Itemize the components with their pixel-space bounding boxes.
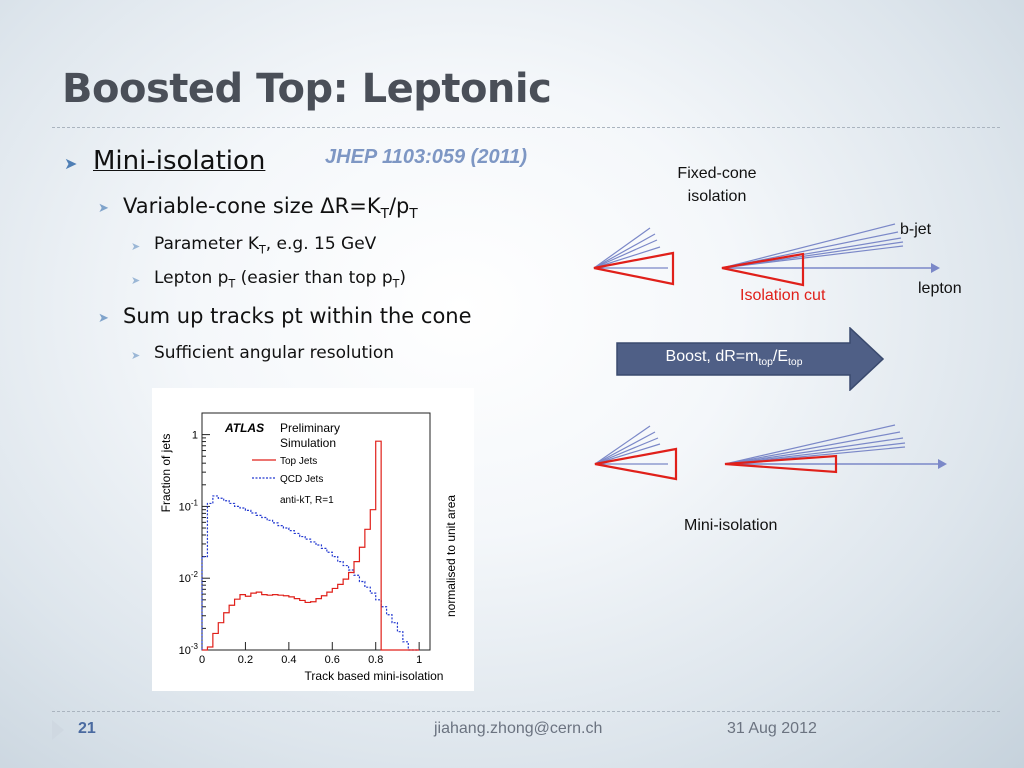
mini-isolation-cone xyxy=(724,454,838,474)
fixed-cone-label: Fixed-cone isolation xyxy=(677,165,757,205)
y-axis-label-right: normalised to unit area xyxy=(444,495,458,617)
legend-title-simulation: Simulation xyxy=(280,436,336,450)
legend-label-qcd-jets: QCD Jets xyxy=(280,474,323,485)
series-top-jets xyxy=(202,440,420,651)
x-tick-label: 0 xyxy=(199,654,205,666)
boost-label: Boost, dR=mtop/Etop xyxy=(665,348,803,369)
bjet-tracks xyxy=(721,223,904,269)
mini-isolation-cone-red xyxy=(594,447,678,481)
bullet-parameter-kt: Parameter KT, e.g. 15 GeV xyxy=(154,234,377,257)
y-tick-label: 10-3 xyxy=(179,642,199,657)
bullet-arrow-icon: ➤ xyxy=(98,310,109,325)
page-number: 21 xyxy=(78,720,96,737)
lepton-label: lepton xyxy=(918,280,962,297)
boost-arrow-icon xyxy=(616,327,884,391)
bullet-arrow-icon: ➤ xyxy=(131,275,141,287)
footer-divider xyxy=(52,711,1000,712)
legend-label-top-jets: Top Jets xyxy=(280,456,317,467)
boosted-lepton-arrowhead-icon xyxy=(938,459,947,469)
reference-citation: JHEP 1103:059 (2011) xyxy=(325,146,527,168)
footer-triangle-icon xyxy=(52,720,64,740)
mini-cone-left xyxy=(594,425,668,465)
x-tick-label: 0.8 xyxy=(368,654,383,666)
bullet-mini-isolation: Mini-isolation xyxy=(93,146,266,176)
bullet-arrow-icon: ➤ xyxy=(131,241,141,253)
slide-title: Boosted Top: Leptonic xyxy=(62,66,552,112)
mini-isolation-label: Mini-isolation xyxy=(684,517,778,534)
author-email: jiahang.zhong@cern.ch xyxy=(434,720,603,737)
legend-title-preliminary: Preliminary xyxy=(280,421,340,435)
isolation-cut-cone xyxy=(721,252,805,287)
atlas-logo-text: ATLAS xyxy=(224,421,264,435)
bullet-arrow-icon: ➤ xyxy=(131,350,141,362)
fixed-cone-left xyxy=(593,227,668,269)
plot-frame xyxy=(201,412,431,651)
isolation-cut-label: Isolation cut xyxy=(740,287,826,304)
x-tick-label: 0.6 xyxy=(325,654,340,666)
y-tick-label: 1 xyxy=(192,430,198,442)
bullet-sum-tracks: Sum up tracks pt within the cone xyxy=(123,304,472,328)
x-tick-label: 0.4 xyxy=(281,654,296,666)
bullet-arrow-icon: ➤ xyxy=(98,200,109,215)
bullet-angular-resolution: Sufficient angular resolution xyxy=(154,343,395,363)
mini-isolation-histogram: 10-3 10-2 10-1 1 0 0.2 0.4 0.6 0.8 1 ATLAS Preli… xyxy=(159,412,458,683)
title-divider xyxy=(52,127,1000,128)
lepton-arrowhead-icon xyxy=(931,263,940,273)
y-tick-label: 10-2 xyxy=(179,570,199,585)
bullet-lepton-pt: Lepton pT (easier than top pT) xyxy=(154,268,407,291)
isolation-cone-red xyxy=(593,251,675,286)
y-axis-label: Fraction of jets xyxy=(159,434,173,513)
x-axis-label: Track based mini-isolation xyxy=(305,669,444,683)
bullet-variable-cone: Variable-cone size ΔR=KT/pT xyxy=(123,194,418,223)
bjet-label: b-jet xyxy=(900,221,932,238)
presentation-date: 31 Aug 2012 xyxy=(727,720,817,737)
bullet-arrow-icon: ➤ xyxy=(64,156,78,173)
series-qcd-jets xyxy=(201,495,420,651)
x-tick-label: 0.2 xyxy=(238,654,253,666)
atlas-plot: 10-3 10-2 10-1 1 0 0.2 0.4 0.6 0.8 1 ATLAS Preli… xyxy=(152,388,474,691)
y-tick-label: 10-1 xyxy=(179,498,199,513)
legend-note: anti-kT, R=1 xyxy=(280,495,334,506)
x-tick-label: 1 xyxy=(416,654,422,666)
